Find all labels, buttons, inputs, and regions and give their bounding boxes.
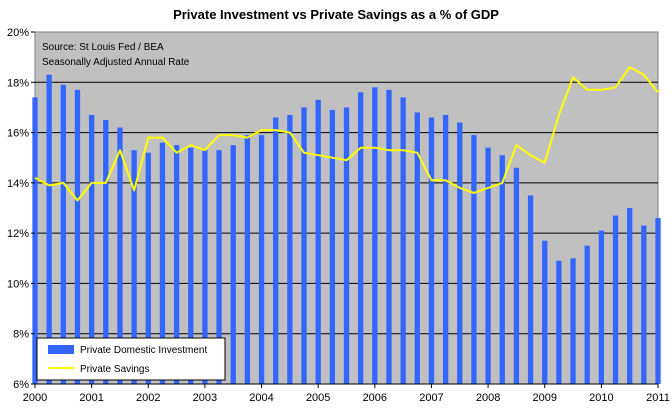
investment-bar — [641, 225, 647, 384]
y-tick-label: 10% — [7, 278, 29, 290]
investment-bar — [315, 99, 321, 384]
x-tick-label: 2002 — [136, 392, 160, 404]
source-annotation: Source: St Louis Fed / BEA Seasonally Ad… — [42, 42, 190, 68]
investment-bar — [202, 150, 208, 384]
y-tick-label: 18% — [7, 77, 29, 89]
investment-bar — [131, 150, 137, 384]
investment-bars — [32, 74, 661, 385]
y-tick-label: 8% — [13, 329, 29, 341]
investment-bar — [400, 97, 406, 384]
investment-bar — [386, 89, 392, 384]
y-tick-label: 16% — [7, 128, 29, 140]
x-tick-label: 2003 — [193, 392, 217, 404]
x-tick-label: 2004 — [249, 392, 273, 404]
investment-bar — [287, 114, 293, 384]
investment-bar — [655, 218, 661, 384]
investment-bar — [301, 107, 307, 384]
x-tick-label: 2010 — [589, 392, 613, 404]
investment-bar — [46, 74, 52, 384]
y-axis: 6% 8% 10% 12% 14% 16% 18% 20% — [7, 27, 35, 391]
y-tick-label: 6% — [13, 379, 29, 391]
investment-bar — [612, 215, 619, 384]
investment-bar — [584, 245, 590, 384]
investment-bar — [513, 167, 520, 384]
investment-bar — [457, 122, 463, 384]
savings-line-layer — [34, 66, 659, 202]
investment-bar — [485, 147, 491, 384]
investment-bar — [627, 208, 633, 384]
investment-bar — [244, 135, 251, 384]
legend-swatch-investment — [48, 345, 74, 354]
investment-bar — [372, 87, 378, 385]
investment-bar — [117, 127, 123, 385]
investment-bar — [471, 135, 477, 384]
investment-bar — [230, 145, 236, 384]
x-tick-label: 2001 — [79, 392, 103, 404]
investment-bar — [88, 114, 95, 384]
investment-bar — [428, 117, 435, 384]
chart-title: Private Investment vs Private Savings as… — [173, 7, 499, 22]
x-axis: 2000 2001 2002 2003 2004 2005 2006 2007 2008 2009… — [23, 383, 670, 404]
legend: Private Domestic Investment Private Savi… — [36, 337, 226, 381]
x-tick-label: 2009 — [532, 392, 556, 404]
y-tick-label: 20% — [7, 27, 29, 39]
investment-bar — [188, 147, 194, 384]
y-tick-label: 12% — [7, 228, 29, 240]
annotation-rate: Seasonally Adjusted Annual Rate — [42, 57, 190, 68]
y-tick-label: 14% — [7, 178, 29, 190]
investment-bar — [103, 120, 109, 384]
investment-bar — [556, 260, 562, 384]
legend-label-investment: Private Domestic Investment — [80, 345, 207, 356]
savings-line — [34, 66, 659, 202]
investment-bar — [173, 145, 180, 384]
investment-bar — [159, 142, 166, 384]
x-tick-label: 2007 — [419, 392, 443, 404]
x-tick-label: 2006 — [363, 392, 387, 404]
x-tick-label: 2008 — [476, 392, 500, 404]
x-tick-label: 2000 — [23, 392, 47, 404]
x-tick-label: 2011 — [646, 392, 670, 404]
investment-bar — [145, 152, 151, 384]
x-tick-label: 2005 — [306, 392, 330, 404]
investment-bar — [527, 195, 534, 384]
investment-bar — [598, 230, 605, 384]
investment-bar — [570, 258, 576, 384]
legend-label-savings: Private Savings — [80, 364, 149, 375]
investment-bar — [60, 84, 66, 385]
investment-bar — [74, 89, 81, 384]
investment-bar — [258, 135, 265, 384]
investment-bar — [329, 109, 335, 384]
investment-bar — [343, 107, 350, 384]
investment-bar — [414, 112, 420, 384]
annotation-source: Source: St Louis Fed / BEA — [42, 42, 164, 53]
investment-bar — [499, 155, 505, 384]
investment-bar — [358, 92, 364, 384]
investment-bar — [32, 97, 38, 384]
investment-bar — [442, 114, 449, 384]
investment-bar — [216, 150, 222, 384]
investment-bar — [273, 117, 279, 384]
investment-bar — [542, 240, 548, 384]
